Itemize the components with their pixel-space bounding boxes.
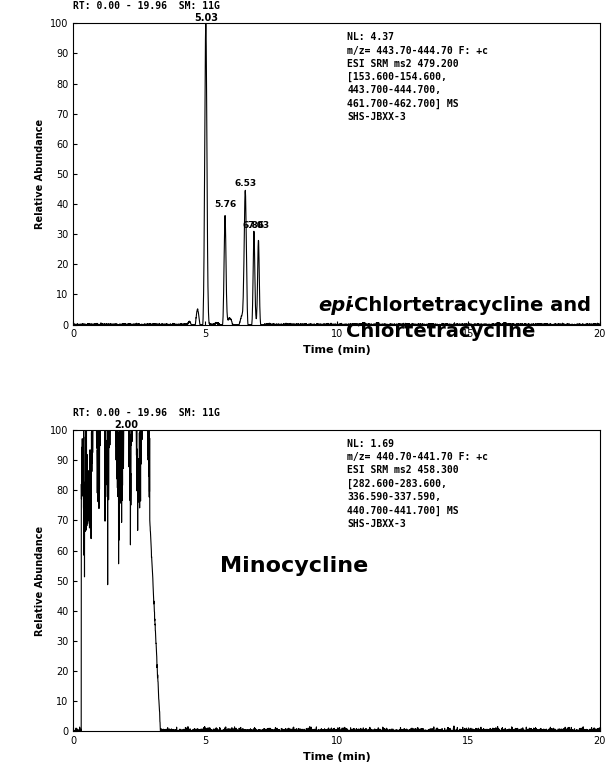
Text: 6.86: 6.86: [243, 221, 265, 230]
Text: 7.03: 7.03: [247, 221, 269, 230]
Text: NL: 1.69
m/z= 440.70-441.70 F: +c
ESI SRM ms2 458.300
[282.600-283.600,
336.590-: NL: 1.69 m/z= 440.70-441.70 F: +c ESI SR…: [347, 439, 488, 529]
Text: 5.03: 5.03: [194, 13, 218, 23]
Text: 5.76: 5.76: [214, 200, 236, 209]
Text: -Chlortetracycline and
Chlortetracycline: -Chlortetracycline and Chlortetracycline: [346, 296, 591, 341]
Text: 2.00: 2.00: [114, 420, 138, 430]
Y-axis label: Relative Abundance: Relative Abundance: [35, 119, 45, 229]
X-axis label: Time (min): Time (min): [303, 752, 370, 762]
Text: 6.53: 6.53: [234, 178, 256, 187]
Text: NL: 4.37
m/z= 443.70-444.70 F: +c
ESI SRM ms2 479.200
[153.600-154.600,
443.700-: NL: 4.37 m/z= 443.70-444.70 F: +c ESI SR…: [347, 33, 488, 122]
Text: epi: epi: [318, 296, 352, 314]
Text: Minocycline: Minocycline: [220, 555, 368, 576]
Text: RT: 0.00 - 19.96  SM: 11G: RT: 0.00 - 19.96 SM: 11G: [73, 2, 220, 12]
Text: RT: 0.00 - 19.96  SM: 11G: RT: 0.00 - 19.96 SM: 11G: [73, 408, 220, 418]
Y-axis label: Relative Abundance: Relative Abundance: [35, 526, 45, 636]
X-axis label: Time (min): Time (min): [303, 345, 370, 355]
